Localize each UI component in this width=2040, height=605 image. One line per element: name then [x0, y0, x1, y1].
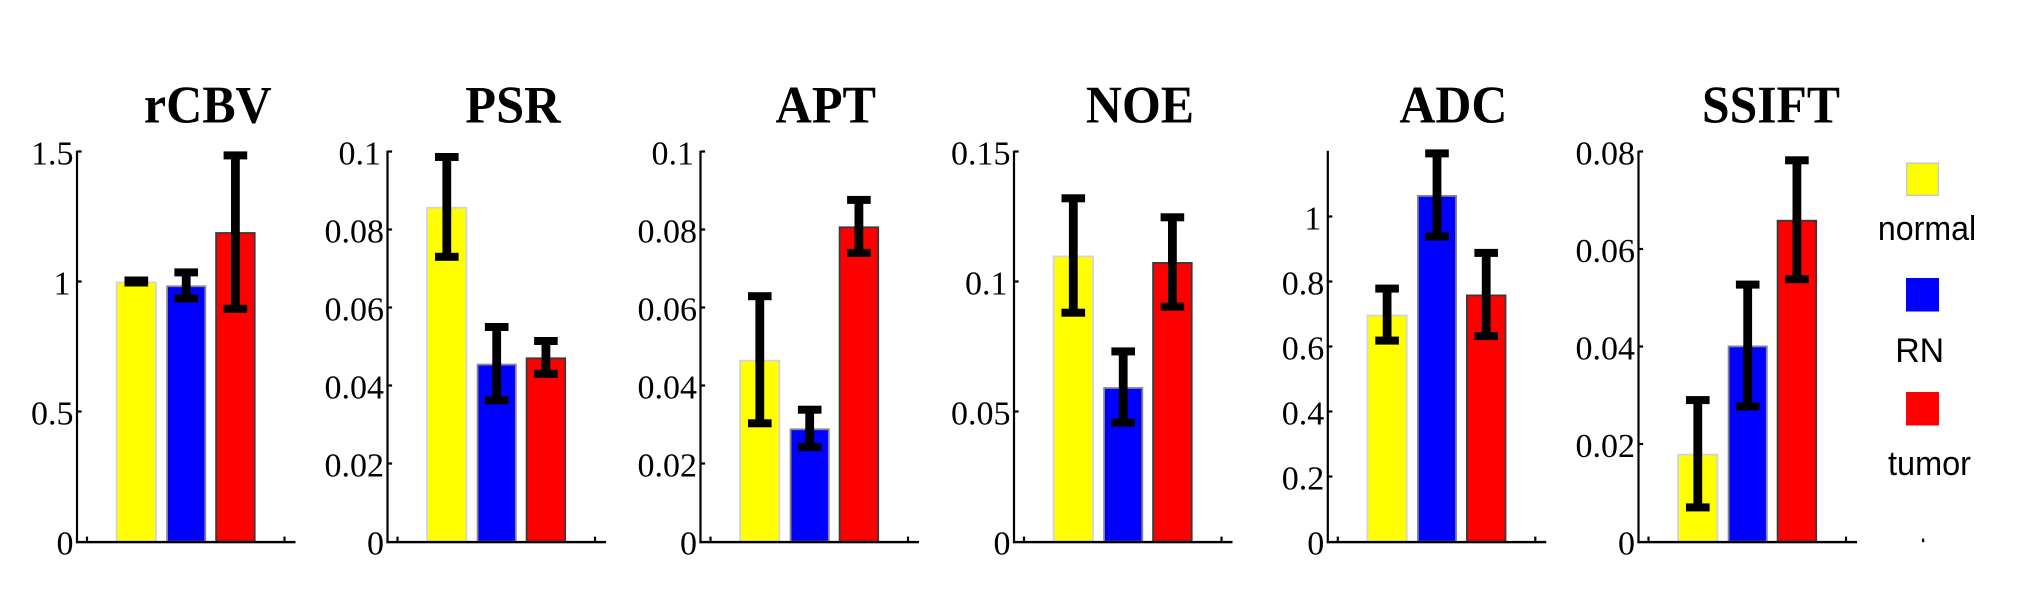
svg-text:0: 0 [1618, 526, 1635, 563]
svg-text:0.04: 0.04 [1576, 331, 1636, 368]
svg-text:0.08: 0.08 [638, 214, 698, 251]
svg-text:0.08: 0.08 [1576, 136, 1636, 173]
svg-text:APT: APT [776, 77, 877, 135]
svg-text:0.02: 0.02 [1576, 428, 1636, 465]
svg-text:0.02: 0.02 [638, 448, 698, 485]
svg-text:SSIFT: SSIFT [1702, 77, 1840, 135]
svg-text:RN: RN [1895, 332, 1944, 370]
svg-text:0: 0 [57, 526, 74, 563]
svg-text:tumor: tumor [1888, 445, 1971, 483]
svg-text:0.1: 0.1 [652, 136, 695, 173]
svg-text:0.06: 0.06 [1576, 233, 1636, 270]
svg-text:0: 0 [367, 526, 384, 563]
svg-text:0: 0 [1307, 526, 1324, 563]
svg-text:0.06: 0.06 [638, 292, 698, 329]
svg-text:0.6: 0.6 [1282, 331, 1325, 368]
svg-text:ADC: ADC [1399, 77, 1507, 135]
svg-text:0.5: 0.5 [31, 396, 74, 433]
svg-text:0.1: 0.1 [339, 136, 382, 173]
svg-text:NOE: NOE [1086, 77, 1194, 135]
svg-text:rCBV: rCBV [144, 77, 272, 135]
svg-text:1: 1 [1304, 201, 1321, 238]
svg-text:1: 1 [54, 266, 71, 303]
svg-text:0.02: 0.02 [325, 448, 385, 485]
svg-text:0: 0 [994, 526, 1011, 563]
svg-text:0.15: 0.15 [951, 136, 1011, 173]
svg-text:0.08: 0.08 [325, 214, 385, 251]
svg-text:normal: normal [1878, 210, 1976, 248]
svg-text:0.06: 0.06 [325, 292, 385, 329]
svg-text:0.04: 0.04 [638, 370, 698, 407]
svg-text:0.4: 0.4 [1282, 396, 1325, 433]
svg-text:0.8: 0.8 [1282, 266, 1325, 303]
svg-text:0.04: 0.04 [325, 370, 385, 407]
svg-text:PSR: PSR [465, 77, 561, 135]
svg-text:0.1: 0.1 [965, 266, 1008, 303]
svg-text:1.5: 1.5 [31, 136, 74, 173]
svg-text:0.2: 0.2 [1282, 461, 1325, 498]
svg-text:0.05: 0.05 [951, 396, 1011, 433]
svg-text:0: 0 [680, 526, 697, 563]
